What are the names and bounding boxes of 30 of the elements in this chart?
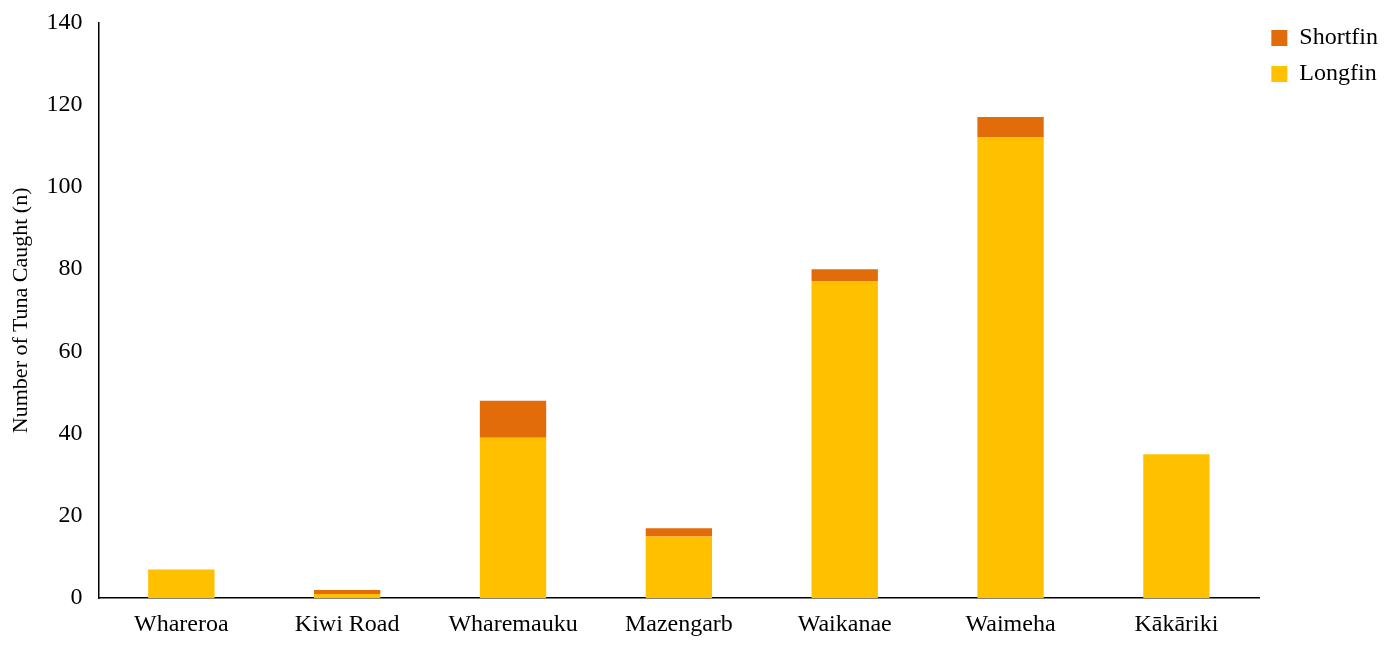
legend-label: Longfin — [1299, 59, 1377, 86]
legend-label: Shortfin — [1299, 23, 1378, 50]
x-tick-label: Waikanae — [797, 609, 892, 636]
y-tick-label: 20 — [58, 501, 83, 528]
bar — [314, 589, 381, 595]
x-tick-label: Waimeha — [965, 609, 1056, 636]
y-axis-title: Number of Tuna Caught (n) — [6, 187, 32, 434]
y-tick-label: 100 — [46, 172, 83, 199]
bar — [645, 528, 713, 537]
y-tick-label: 40 — [58, 418, 83, 445]
x-tick-label: Mazengarb — [624, 609, 733, 636]
y-tick-label: 80 — [58, 254, 83, 281]
y-tick-label: 60 — [58, 336, 83, 363]
y-tick-label: 120 — [46, 89, 83, 116]
bar — [811, 281, 878, 599]
bar — [811, 269, 878, 282]
y-tick-label: 140 — [46, 7, 83, 34]
y-tick-label: 0 — [70, 583, 83, 610]
bar — [1143, 454, 1210, 599]
x-tick-label: Wharemauku — [448, 609, 578, 636]
bar — [479, 437, 547, 599]
x-tick-label: Kiwi Road — [294, 609, 400, 636]
bar — [645, 536, 713, 599]
x-tick-label: Kākāriki — [1134, 609, 1219, 636]
bar — [977, 117, 1044, 138]
bar — [314, 594, 381, 599]
x-tick-label: Whareroa — [134, 609, 229, 636]
bar — [148, 569, 215, 599]
bar — [977, 137, 1044, 599]
bar — [479, 400, 547, 438]
